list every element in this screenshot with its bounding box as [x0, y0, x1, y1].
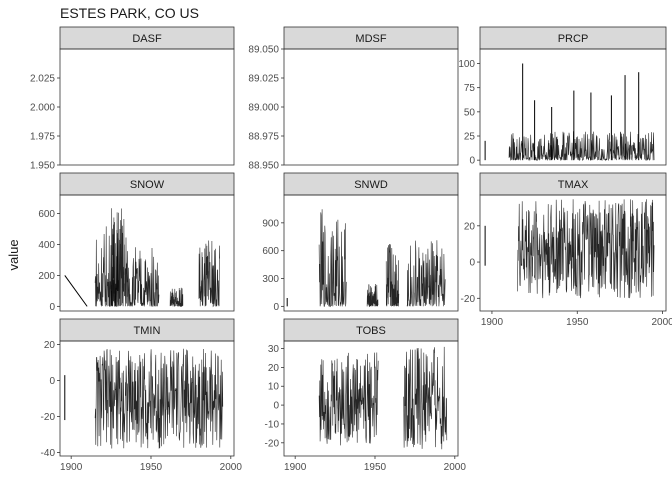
facet-dasf: DASF 1.950 1.975 2.000 2.025: [30, 26, 235, 172]
y-tick-label: -40: [41, 448, 56, 459]
y-tick-label: 600: [38, 209, 55, 220]
y-tick-label: 2.025: [30, 74, 55, 85]
x-tick-label: 2000: [220, 462, 243, 473]
y-tick-label: 400: [38, 240, 55, 251]
y-tick-label: 0: [273, 302, 279, 313]
panel-border: [59, 48, 235, 166]
x-tick-label: 2000: [651, 317, 672, 328]
panel-border: [59, 340, 235, 457]
y-tick-label: 600: [262, 246, 279, 257]
facet-snow: SNOW 0 200 400 600: [38, 172, 235, 313]
series-line: [385, 243, 400, 307]
series-line: [318, 352, 379, 446]
series-line: [517, 199, 655, 299]
panel-border: [59, 194, 235, 312]
x-tick-label: 1950: [140, 462, 163, 473]
y-tick-label: 89.025: [248, 74, 279, 85]
y-tick-label: 10: [268, 382, 280, 393]
series-line: [110, 208, 128, 307]
facet-mdsf: MDSF 88.950 88.975 89.000 89.025 89.050: [248, 26, 459, 172]
x-tick-label: 2000: [444, 462, 467, 473]
panel-border: [283, 340, 459, 457]
y-tick-label: 20: [44, 340, 56, 351]
y-tick-label: 30: [268, 344, 280, 355]
strip-label: SNWD: [354, 179, 388, 191]
strip-label: TMAX: [558, 179, 589, 191]
strip-label: TMIN: [134, 325, 161, 337]
facet-prcp: PRCP 0 25 50 75 100: [458, 26, 667, 167]
panel-border: [479, 48, 667, 166]
series-line: [508, 131, 655, 162]
y-tick-label: 50: [464, 107, 476, 118]
panel-border: [479, 194, 667, 312]
series-line: [403, 346, 448, 450]
y-tick-label: 0: [273, 401, 279, 412]
y-tick-label: -10: [265, 419, 280, 430]
chart-title: ESTES PARK, CO US: [60, 5, 199, 21]
series-line: [198, 240, 220, 308]
y-tick-label: 20: [268, 363, 280, 374]
y-tick-label: 1.950: [30, 161, 55, 172]
y-tick-label: 0: [49, 302, 55, 313]
series-segment: [64, 275, 88, 307]
y-tick-label: 0: [469, 258, 475, 269]
facet-snwd: SNWD 0 300 600 900: [262, 172, 459, 313]
x-tick-label: 1950: [566, 317, 589, 328]
y-axis-label: value: [6, 239, 21, 270]
y-tick-label: 0: [469, 156, 475, 167]
facet-tmin: TMIN -40 -20 0 20 1900 1950 2000: [41, 318, 243, 473]
y-tick-label: 100: [458, 59, 475, 70]
series-line: [94, 348, 224, 449]
y-tick-label: 2.000: [30, 103, 55, 114]
panel-border: [283, 48, 459, 166]
panel-border: [283, 194, 459, 312]
series-line: [94, 226, 120, 307]
strip-label: SNOW: [130, 179, 165, 191]
strip-label: TOBS: [356, 325, 386, 337]
strip-label: PRCP: [558, 33, 589, 45]
y-tick-label: 88.950: [248, 161, 279, 172]
facet-panels: DASF 1.950 1.975 2.000 2.025 MDSF 88.950 88.975…: [30, 26, 672, 473]
y-tick-label: 20: [464, 221, 476, 232]
series-line: [366, 283, 379, 308]
facet-tmax: TMAX -20 0 20 1900 1950 2000: [461, 172, 672, 328]
y-tick-label: -20: [41, 412, 56, 423]
y-tick-label: 900: [262, 218, 279, 229]
x-tick-label: 1900: [60, 462, 83, 473]
y-tick-label: 1.975: [30, 132, 55, 143]
y-tick-label: 89.000: [248, 103, 279, 114]
y-tick-label: -20: [265, 438, 280, 449]
y-tick-label: 88.975: [248, 132, 279, 143]
y-tick-label: 300: [262, 274, 279, 285]
x-tick-label: 1900: [284, 462, 307, 473]
series-line: [406, 240, 446, 307]
strip-label: DASF: [132, 33, 162, 45]
series-line: [169, 287, 184, 307]
y-tick-label: 89.050: [248, 45, 279, 56]
y-tick-label: 25: [464, 132, 476, 143]
y-tick-label: 200: [38, 271, 55, 282]
series-line: [318, 209, 347, 308]
facet-tobs: TOBS -20 -10 0 10 20 30 1900 1950 2000: [265, 318, 467, 473]
x-tick-label: 1900: [481, 317, 504, 328]
x-tick-label: 1950: [364, 462, 387, 473]
y-tick-label: 0: [49, 376, 55, 387]
y-tick-label: 75: [464, 83, 476, 94]
y-tick-label: -20: [461, 294, 476, 305]
series-line: [126, 247, 160, 307]
strip-label: MDSF: [355, 33, 386, 45]
